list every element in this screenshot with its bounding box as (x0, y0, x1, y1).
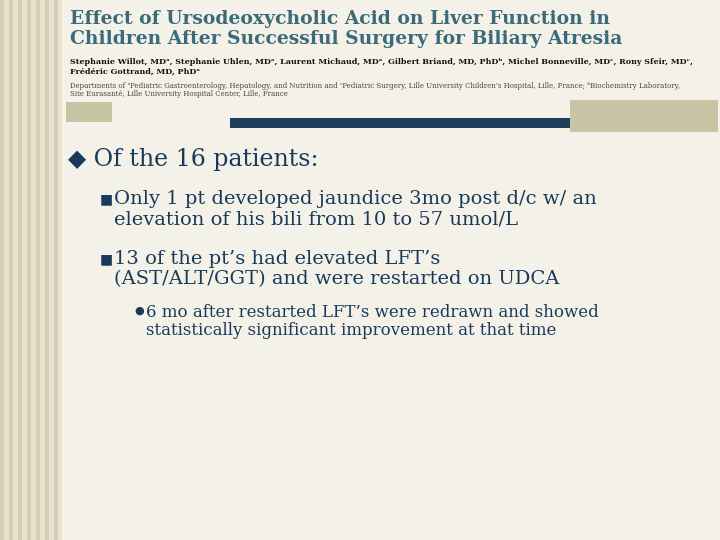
Bar (36, 0, 40, 540)
Bar (570, 100, 718, 132)
Bar (45, 0, 48, 540)
Bar (0, 0, 4, 540)
Bar (9, 0, 12, 540)
Text: 6 mo after restarted LFT’s were redrawn and showed: 6 mo after restarted LFT’s were redrawn … (146, 304, 599, 321)
Bar (54, 0, 58, 540)
Text: ●: ● (134, 306, 144, 316)
Text: Departments of ᵃPediatric Gastroenterology, Hepatology, and Nutrition and ᶜPedia: Departments of ᵃPediatric Gastroenterolo… (70, 82, 680, 90)
Text: ◆ Of the 16 patients:: ◆ Of the 16 patients: (68, 148, 318, 171)
Text: Only 1 pt developed jaundice 3mo post d/c w/ an: Only 1 pt developed jaundice 3mo post d/… (114, 190, 597, 208)
Text: Frédéric Gottrand, MD, PhDᵃ: Frédéric Gottrand, MD, PhDᵃ (70, 68, 200, 76)
Text: statistically significant improvement at that time: statistically significant improvement at… (146, 322, 557, 339)
Text: ■: ■ (100, 252, 113, 266)
Text: elevation of his bili from 10 to 57 umol/L: elevation of his bili from 10 to 57 umol… (114, 210, 518, 228)
Text: Children After Successful Surgery for Biliary Atresia: Children After Successful Surgery for Bi… (70, 30, 622, 48)
Text: Effect of Ursodeoxycholic Acid on Liver Function in: Effect of Ursodeoxycholic Acid on Liver … (70, 10, 610, 28)
Bar (18, 0, 22, 540)
Text: Site Eurasanté, Lille University Hospital Center, Lille, France: Site Eurasanté, Lille University Hospita… (70, 90, 288, 98)
Text: ■: ■ (100, 192, 113, 206)
Bar (66, 102, 112, 122)
Text: Stephanie Willot, MDᵃ, Stephanie Uhlen, MDᵃ, Laurent Michaud, MDᵃ, Gilbert Brian: Stephanie Willot, MDᵃ, Stephanie Uhlen, … (70, 58, 693, 66)
Bar (27, 0, 30, 540)
Text: 13 of the pt’s had elevated LFT’s: 13 of the pt’s had elevated LFT’s (114, 250, 441, 268)
Text: (AST/ALT/GGT) and were restarted on UDCA: (AST/ALT/GGT) and were restarted on UDCA (114, 270, 559, 288)
Bar (230, 118, 625, 128)
